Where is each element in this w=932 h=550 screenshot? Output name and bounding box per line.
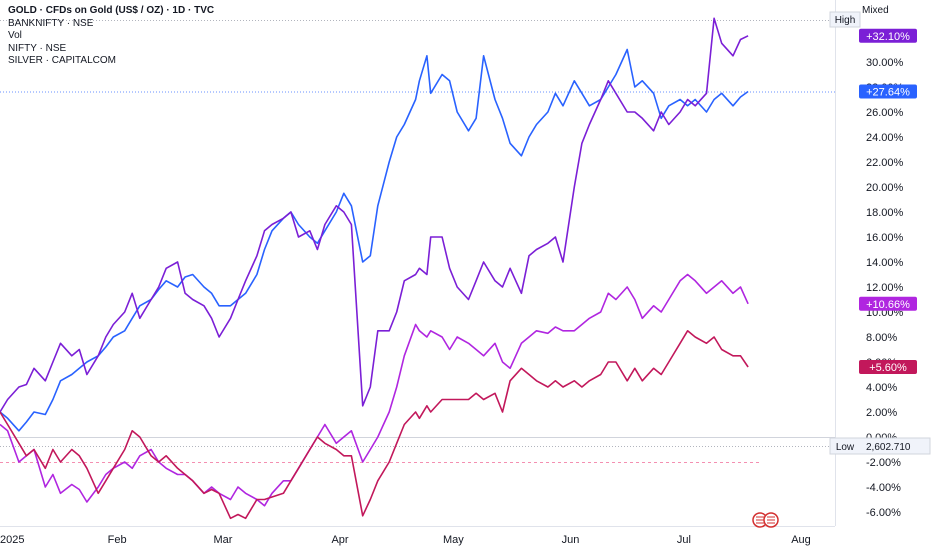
y-tick-label: 12.00% bbox=[866, 282, 904, 294]
blue-last-badge bbox=[859, 84, 917, 99]
legend-item-nifty[interactable]: NIFTY · NSE bbox=[8, 42, 67, 54]
legend-item-banknifty[interactable]: BANKNIFTY · NSE bbox=[8, 17, 94, 29]
legend-item-vol[interactable]: Vol bbox=[8, 30, 22, 41]
purple-last-badge bbox=[859, 28, 917, 43]
y-tick-label: -4.00% bbox=[866, 482, 901, 494]
y-tick-label: 26.00% bbox=[866, 107, 904, 119]
low-label: Low bbox=[836, 442, 855, 453]
crimson-last-badge-label: +5.60% bbox=[869, 362, 907, 374]
legend: GOLD · CFDs on Gold (US$ / OZ) · 1D · TV… bbox=[8, 5, 214, 68]
event-flag-icon bbox=[752, 512, 779, 528]
scale-mode-label[interactable]: Mixed bbox=[862, 5, 889, 16]
x-tick-label: Feb bbox=[108, 534, 127, 546]
low-value: 2,602.710 bbox=[866, 442, 911, 453]
legend-title: GOLD · CFDs on Gold (US$ / OZ) · 1D · TV… bbox=[8, 5, 215, 16]
y-tick-label: 22.00% bbox=[866, 157, 904, 169]
purple-last-badge-label: +32.10% bbox=[866, 31, 910, 43]
x-tick-label: Jun bbox=[562, 534, 580, 546]
crimson-series-line bbox=[0, 330, 749, 520]
x-tick-label: Apr bbox=[331, 534, 348, 546]
crimson-last-badge bbox=[859, 360, 917, 374]
y-tick-label: 16.00% bbox=[866, 232, 904, 244]
y-tick-label: 2.00% bbox=[866, 407, 897, 419]
low-badge bbox=[829, 437, 931, 455]
y-tick-label: -6.00% bbox=[866, 507, 901, 519]
y-tick-label: -2.00% bbox=[866, 457, 901, 469]
x-tick-label: 2025 bbox=[0, 534, 24, 546]
y-tick-label: 14.00% bbox=[866, 257, 904, 269]
blue-series-line bbox=[0, 48, 749, 432]
blue-last-badge-label: +27.64% bbox=[866, 87, 910, 99]
x-tick-label: Mar bbox=[213, 534, 232, 546]
y-tick-label: 8.00% bbox=[866, 332, 897, 344]
legend-item-silver[interactable]: SILVER · CAPITALCOM bbox=[8, 55, 116, 66]
y-tick-label: 20.00% bbox=[866, 182, 904, 194]
high-badge bbox=[829, 11, 861, 28]
high-label: High bbox=[835, 15, 856, 26]
y-tick-label: 18.00% bbox=[866, 207, 904, 219]
x-tick-label: Aug bbox=[791, 534, 811, 546]
violet-series-line bbox=[0, 273, 749, 507]
purple-series-line bbox=[0, 17, 749, 413]
y-tick-label: 4.00% bbox=[866, 382, 897, 394]
x-tick-label: May bbox=[443, 534, 464, 546]
x-tick-label: Jul bbox=[677, 534, 691, 546]
y-tick-label: 24.00% bbox=[866, 132, 904, 144]
y-tick-label: 30.00% bbox=[866, 57, 904, 69]
violet-last-badge-label: +10.66% bbox=[866, 299, 910, 311]
violet-last-badge bbox=[859, 296, 917, 311]
